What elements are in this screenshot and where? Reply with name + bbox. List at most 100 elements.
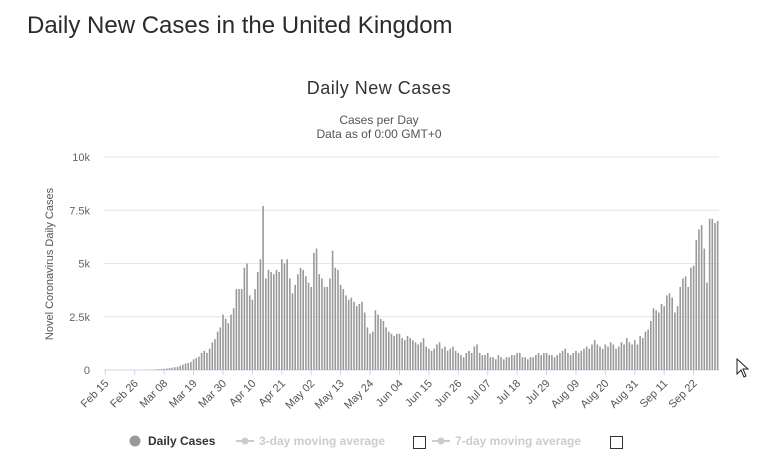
bar[interactable] (251, 299, 254, 370)
bar[interactable] (422, 338, 425, 370)
bar[interactable] (494, 359, 497, 370)
bar[interactable] (537, 352, 540, 370)
bar[interactable] (449, 348, 452, 370)
bar[interactable] (358, 303, 361, 370)
bar[interactable] (406, 335, 409, 370)
bar[interactable] (569, 355, 572, 370)
legend-item-daily-cases[interactable]: Daily Cases (128, 432, 215, 450)
bar[interactable] (206, 352, 208, 370)
bar[interactable] (289, 278, 291, 370)
bar[interactable] (625, 338, 628, 370)
bar[interactable] (382, 321, 385, 370)
bar[interactable] (612, 344, 615, 370)
bar[interactable] (275, 269, 278, 370)
bar[interactable] (553, 357, 556, 370)
bar[interactable] (238, 289, 240, 370)
bar[interactable] (644, 331, 647, 370)
bar[interactable] (420, 342, 422, 370)
bar[interactable] (497, 355, 500, 370)
bar[interactable] (658, 312, 660, 370)
bar[interactable] (267, 269, 270, 370)
bar[interactable] (272, 274, 275, 370)
bar[interactable] (510, 355, 513, 370)
bar[interactable] (596, 344, 599, 370)
bar[interactable] (369, 333, 371, 370)
bar[interactable] (561, 350, 564, 370)
bar[interactable] (706, 282, 708, 370)
bar[interactable] (342, 289, 345, 370)
bar[interactable] (700, 225, 703, 370)
bar[interactable] (254, 289, 256, 370)
bar[interactable] (484, 355, 486, 370)
bar[interactable] (176, 366, 179, 370)
bar[interactable] (513, 355, 516, 370)
bar[interactable] (679, 286, 682, 370)
bar[interactable] (655, 310, 657, 370)
bar[interactable] (299, 267, 302, 370)
bar[interactable] (631, 344, 633, 370)
bar[interactable] (457, 352, 460, 370)
bar[interactable] (708, 218, 711, 370)
bar[interactable] (283, 263, 286, 371)
bar[interactable] (703, 248, 706, 370)
bar[interactable] (567, 352, 569, 370)
bar[interactable] (371, 331, 374, 370)
bar[interactable] (395, 333, 398, 370)
bar[interactable] (492, 357, 494, 370)
bar[interactable] (652, 308, 655, 370)
bar[interactable] (187, 362, 190, 370)
bar[interactable] (385, 327, 387, 370)
bar[interactable] (417, 344, 419, 370)
bar[interactable] (246, 263, 248, 371)
bar[interactable] (270, 272, 272, 370)
bar[interactable] (331, 250, 334, 370)
bar[interactable] (243, 267, 246, 370)
bar[interactable] (676, 306, 679, 370)
bar[interactable] (527, 359, 529, 370)
bar[interactable] (321, 278, 323, 370)
bar[interactable] (489, 357, 492, 370)
bar[interactable] (278, 272, 280, 370)
bar[interactable] (674, 312, 676, 370)
bar[interactable] (198, 356, 200, 370)
bar[interactable] (313, 252, 315, 370)
bar[interactable] (214, 339, 216, 370)
bar[interactable] (216, 331, 219, 370)
bar[interactable] (666, 295, 668, 370)
bar[interactable] (687, 286, 690, 370)
bar[interactable] (636, 344, 639, 370)
bar[interactable] (518, 352, 521, 370)
bar[interactable] (232, 308, 235, 370)
bar[interactable] (160, 368, 163, 370)
bar[interactable] (690, 267, 692, 370)
bar[interactable] (291, 293, 294, 370)
chart-bars[interactable] (141, 205, 719, 371)
bar[interactable] (329, 278, 331, 370)
bar[interactable] (591, 344, 593, 370)
bar[interactable] (551, 355, 553, 370)
bar[interactable] (540, 355, 542, 370)
bar[interactable] (409, 338, 411, 370)
bar[interactable] (158, 369, 160, 370)
bar[interactable] (310, 286, 313, 370)
bar[interactable] (374, 310, 377, 370)
bar[interactable] (307, 282, 310, 370)
bar[interactable] (500, 357, 502, 370)
bar[interactable] (444, 346, 446, 370)
bar[interactable] (628, 342, 631, 370)
bar[interactable] (326, 286, 329, 370)
bar[interactable] (430, 350, 433, 370)
bar[interactable] (294, 284, 296, 370)
bar[interactable] (516, 352, 518, 370)
bar[interactable] (620, 342, 623, 370)
bar[interactable] (473, 346, 476, 370)
bar[interactable] (508, 357, 510, 370)
checkbox-7-day-average[interactable] (610, 436, 623, 449)
legend-item-7-day-average[interactable]: 7-day moving average (432, 432, 581, 450)
bar[interactable] (355, 306, 358, 370)
bar[interactable] (615, 348, 617, 370)
bar[interactable] (548, 355, 550, 370)
bar[interactable] (281, 259, 283, 370)
bar[interactable] (481, 355, 484, 370)
bar[interactable] (462, 357, 465, 370)
